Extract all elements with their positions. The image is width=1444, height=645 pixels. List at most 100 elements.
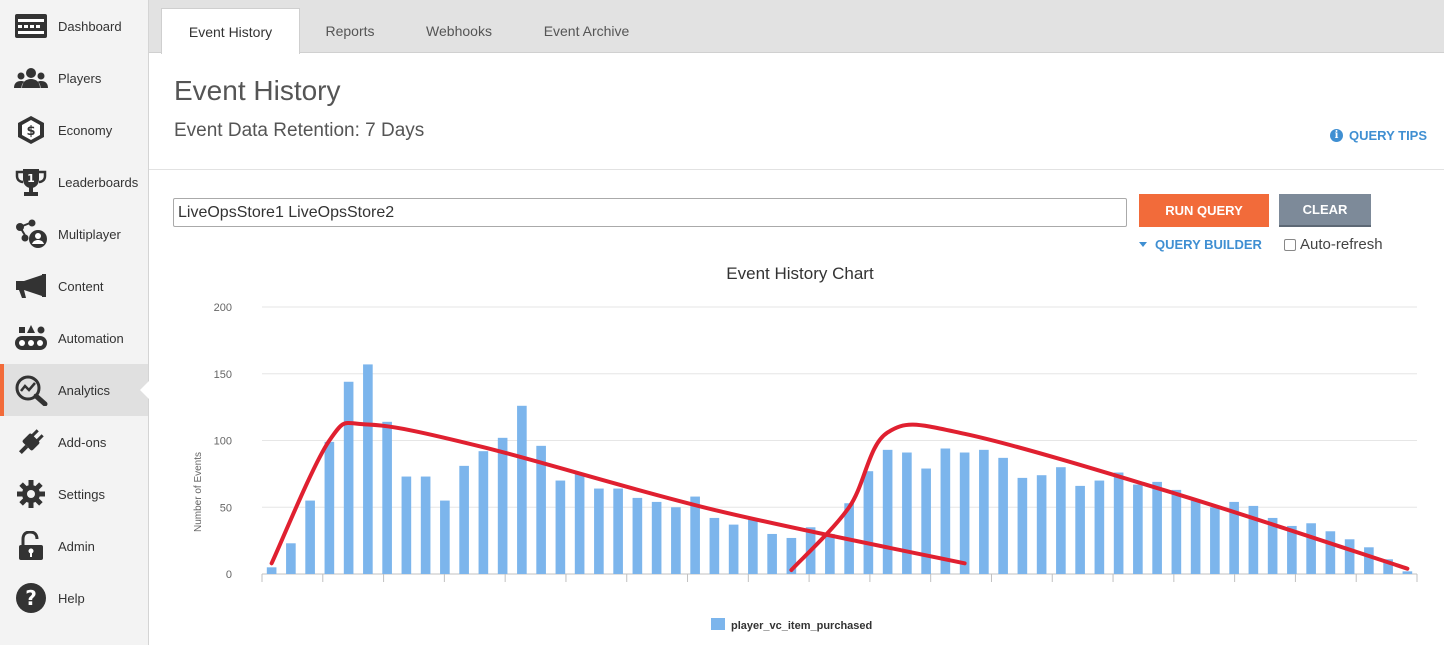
gear-icon xyxy=(14,478,48,510)
bar xyxy=(1171,489,1182,574)
trend-curve xyxy=(269,420,967,566)
y-tick-label: 150 xyxy=(214,369,232,381)
sidebar-item-analytics[interactable]: Analytics xyxy=(0,364,149,416)
query-tips-label: QUERY TIPS xyxy=(1349,128,1428,143)
trend-annotations xyxy=(269,420,1410,572)
bar xyxy=(1306,523,1316,574)
bar xyxy=(1287,525,1297,574)
megaphone-icon xyxy=(14,270,48,302)
sidebar-item-add-ons[interactable]: Add-ons xyxy=(0,416,148,468)
bar xyxy=(1056,467,1066,574)
bar xyxy=(921,468,931,574)
sidebar-item-label: Economy xyxy=(58,122,113,138)
trophy-icon: 1 xyxy=(14,166,48,198)
bar xyxy=(902,452,912,574)
sidebar: Dashboard Players $ Economy 1 Leaderboar… xyxy=(0,0,149,645)
caret-down-icon xyxy=(1139,242,1147,247)
bar xyxy=(613,488,623,574)
bar xyxy=(863,471,874,574)
bar xyxy=(1094,480,1105,574)
bar xyxy=(1152,481,1162,574)
sidebar-item-settings[interactable]: Settings xyxy=(0,468,148,520)
auto-refresh: Auto-refresh xyxy=(1284,236,1383,253)
bar xyxy=(767,533,777,574)
sidebar-item-admin[interactable]: Admin xyxy=(0,520,148,572)
trend-curve xyxy=(789,422,1410,572)
players-icon xyxy=(14,62,48,94)
bar xyxy=(1267,517,1278,574)
bar xyxy=(1364,547,1374,574)
multiplayer-icon xyxy=(14,218,48,250)
event-history-chart: Event History Chart 0 50 100 150 200 Number … xyxy=(193,264,1418,632)
bar xyxy=(651,501,662,574)
y-tick-label: 100 xyxy=(214,436,232,448)
y-axis-label: Number of Events xyxy=(193,452,204,532)
bar xyxy=(497,437,508,574)
y-tick-label: 0 xyxy=(226,569,232,581)
clear-button[interactable]: CLEAR xyxy=(1279,194,1371,227)
legend-swatch xyxy=(711,618,725,630)
page-title: Event History xyxy=(174,75,341,106)
bar xyxy=(1017,477,1028,574)
tab-event-archive[interactable]: Event Archive xyxy=(543,22,630,39)
bar xyxy=(266,567,277,574)
bar xyxy=(786,537,797,574)
sidebar-item-label: Help xyxy=(58,590,85,606)
svg-text:1: 1 xyxy=(27,172,35,185)
sidebar-item-label: Dashboard xyxy=(58,18,122,34)
sidebar-item-label: Admin xyxy=(58,538,95,554)
bar xyxy=(959,452,970,574)
bar xyxy=(1036,475,1047,574)
bar xyxy=(1190,500,1201,574)
sidebar-item-dashboard[interactable]: Dashboard xyxy=(0,0,148,52)
legend-label: player_vc_item_purchased xyxy=(731,620,872,632)
sidebar-item-multiplayer[interactable]: Multiplayer xyxy=(0,208,148,260)
plug-icon xyxy=(14,426,48,458)
sidebar-item-players[interactable]: Players xyxy=(0,52,148,104)
bar xyxy=(594,488,604,574)
sidebar-item-economy[interactable]: $ Economy xyxy=(0,104,148,156)
bar xyxy=(517,405,527,574)
bar xyxy=(671,507,681,574)
bar xyxy=(825,533,835,574)
retention-label: Event Data Retention: 7 Days xyxy=(174,120,425,141)
bar xyxy=(940,448,951,574)
chart-grid xyxy=(262,306,1417,575)
sidebar-item-automation[interactable]: Automation xyxy=(0,312,148,364)
y-tick-label: 50 xyxy=(220,502,232,514)
bar xyxy=(882,449,893,574)
query-builder-toggle[interactable]: QUERY BUILDER xyxy=(1139,237,1262,252)
y-axis-ticks: 0 50 100 150 200 xyxy=(214,302,232,581)
sidebar-item-label: Settings xyxy=(58,486,105,502)
query-input[interactable] xyxy=(173,198,1127,227)
bar xyxy=(748,519,758,574)
bar xyxy=(1113,472,1124,574)
sidebar-item-content[interactable]: Content xyxy=(0,260,148,312)
bar xyxy=(363,364,373,574)
bar xyxy=(420,476,431,574)
auto-refresh-label: Auto-refresh xyxy=(1300,236,1383,253)
bar xyxy=(709,517,720,574)
analytics-icon xyxy=(14,374,48,406)
tab-event-history[interactable]: Event History xyxy=(161,8,300,54)
bar xyxy=(324,441,335,574)
bar xyxy=(1344,539,1355,574)
y-tick-label: 200 xyxy=(214,302,232,314)
tab-reports[interactable]: Reports xyxy=(325,22,375,39)
bar xyxy=(305,500,315,574)
bar xyxy=(459,465,469,574)
sidebar-item-label: Analytics xyxy=(58,382,111,398)
query-tips-link[interactable]: i QUERY TIPS xyxy=(1330,128,1427,143)
sidebar-item-leaderboards[interactable]: 1 Leaderboards xyxy=(0,156,148,208)
sidebar-item-label: Content xyxy=(58,278,104,294)
run-query-button[interactable]: RUN QUERY xyxy=(1139,194,1269,227)
tab-webhooks[interactable]: Webhooks xyxy=(426,22,492,39)
bar xyxy=(440,500,450,574)
svg-text:$: $ xyxy=(26,124,35,139)
help-icon: ? xyxy=(14,582,48,614)
bar xyxy=(998,457,1008,574)
sidebar-item-help[interactable]: ? Help xyxy=(0,572,148,624)
auto-refresh-checkbox[interactable] xyxy=(1284,238,1296,251)
bar xyxy=(1210,507,1220,574)
info-icon: i xyxy=(1330,129,1343,142)
